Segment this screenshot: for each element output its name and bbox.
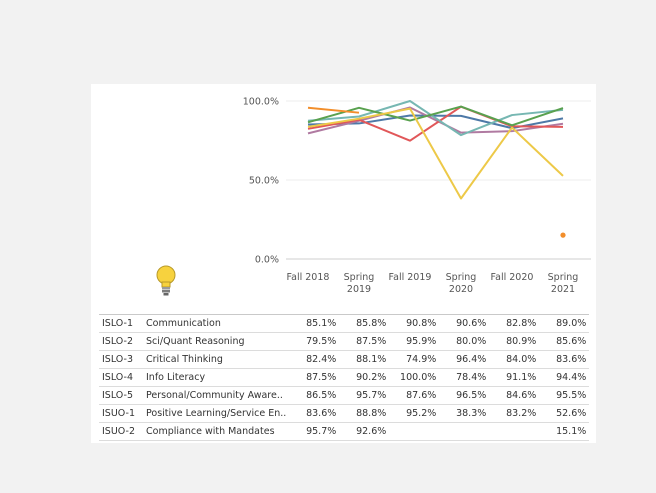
row-value: 83.6% [539, 350, 590, 369]
row-value: 91.1% [489, 368, 540, 387]
row-value: 38.3% [439, 404, 490, 423]
series-line-islo-2[interactable] [307, 106, 564, 135]
viz-panel: 100.0% 50.0% 0.0% Fall 2018 Spring 2019 Fall 2… [91, 84, 596, 443]
data-point-isuo-2[interactable] [560, 232, 566, 238]
row-code: ISLO-5 [99, 386, 143, 405]
x-tick-label: 2020 [449, 284, 473, 295]
x-tick-label: Spring [344, 272, 375, 283]
series-line-islo-5[interactable] [307, 105, 564, 127]
row-value: 95.2% [389, 404, 440, 423]
row-value [389, 422, 440, 441]
row-value: 78.4% [439, 368, 490, 387]
row-value: 80.9% [489, 332, 540, 351]
row-label: Positive Learning/Service En.. [143, 404, 290, 423]
x-tick-label: 2019 [347, 284, 371, 295]
row-value: 88.1% [339, 350, 390, 369]
x-tick-label: Spring [548, 272, 579, 283]
series-line-isuo-2[interactable] [307, 106, 360, 114]
row-value [489, 422, 540, 441]
row-value: 85.1% [289, 314, 340, 333]
row-value: 79.5% [289, 332, 340, 351]
row-code: ISLO-3 [99, 350, 143, 369]
row-value: 89.0% [539, 314, 590, 333]
series-line-isuo-1[interactable] [307, 107, 564, 200]
row-code: ISLO-4 [99, 368, 143, 387]
row-value: 82.8% [489, 314, 540, 333]
row-value: 83.6% [289, 404, 340, 423]
row-value: 85.8% [339, 314, 390, 333]
row-value: 87.5% [289, 368, 340, 387]
data-table: ISLO-1 Communication 85.1% 85.8% 90.8% 90.6% 8… [99, 314, 590, 441]
row-value: 95.7% [339, 386, 390, 405]
row-value: 86.5% [289, 386, 340, 405]
row-value: 87.6% [389, 386, 440, 405]
row-label: Personal/Community Aware.. [143, 386, 290, 405]
row-label: Sci/Quant Reasoning [143, 332, 290, 351]
row-value: 92.6% [339, 422, 390, 441]
x-tick-label: Fall 2020 [491, 272, 534, 283]
row-value: 95.5% [539, 386, 590, 405]
row-value: 95.9% [389, 332, 440, 351]
x-tick-label: Fall 2019 [389, 272, 432, 283]
row-value: 85.6% [539, 332, 590, 351]
y-tick-label: 0.0% [255, 255, 279, 266]
row-value: 82.4% [289, 350, 340, 369]
row-label: Communication [143, 314, 290, 333]
row-value: 52.6% [539, 404, 590, 423]
table-row: ISLO-2 Sci/Quant Reasoning 79.5% 87.5% 95.9%… [99, 332, 590, 351]
row-value: 90.8% [389, 314, 440, 333]
row-code: ISLO-1 [99, 314, 143, 333]
x-tick-label: Fall 2018 [287, 272, 330, 283]
row-code: ISLO-2 [99, 332, 143, 351]
row-value [439, 422, 490, 441]
table-row: ISLO-4 Info Literacy 87.5% 90.2% 100.0% 78.4%… [99, 368, 590, 387]
row-value: 15.1% [539, 422, 590, 441]
table-row: ISLO-5 Personal/Community Aware.. 86.5% 95.… [99, 386, 590, 405]
row-value: 84.0% [489, 350, 540, 369]
x-tick-label: 2021 [551, 284, 575, 295]
table-row: ISLO-1 Communication 85.1% 85.8% 90.8% 90.6% 8… [99, 314, 590, 333]
row-value: 96.5% [439, 386, 490, 405]
series-line-islo-4[interactable] [307, 100, 564, 137]
row-value: 100.0% [389, 368, 440, 387]
row-value: 80.0% [439, 332, 490, 351]
row-value: 83.2% [489, 404, 540, 423]
row-label: Compliance with Mandates [143, 422, 290, 441]
x-tick-label: Spring [446, 272, 477, 283]
row-code: ISUO-1 [99, 404, 143, 423]
y-tick-label: 100.0% [243, 97, 279, 108]
row-value: 94.4% [539, 368, 590, 387]
row-value: 74.9% [389, 350, 440, 369]
row-value: 90.6% [439, 314, 490, 333]
row-value: 88.8% [339, 404, 390, 423]
row-value: 95.7% [289, 422, 340, 441]
row-value: 96.4% [439, 350, 490, 369]
row-value: 87.5% [339, 332, 390, 351]
row-value: 84.6% [489, 386, 540, 405]
table-row: ISUO-1 Positive Learning/Service En.. 83.6… [99, 404, 590, 423]
lightbulb-icon[interactable] [155, 264, 177, 298]
table-row: ISUO-2 Compliance with Mandates 95.7% 92.6%… [99, 422, 590, 441]
table-row: ISLO-3 Critical Thinking 82.4% 88.1% 74.9% 96… [99, 350, 590, 369]
row-code: ISUO-2 [99, 422, 143, 441]
row-label: Info Literacy [143, 368, 290, 387]
row-label: Critical Thinking [143, 350, 290, 369]
y-tick-label: 50.0% [249, 176, 279, 187]
series-line-islo-3[interactable] [307, 105, 564, 142]
row-value: 90.2% [339, 368, 390, 387]
